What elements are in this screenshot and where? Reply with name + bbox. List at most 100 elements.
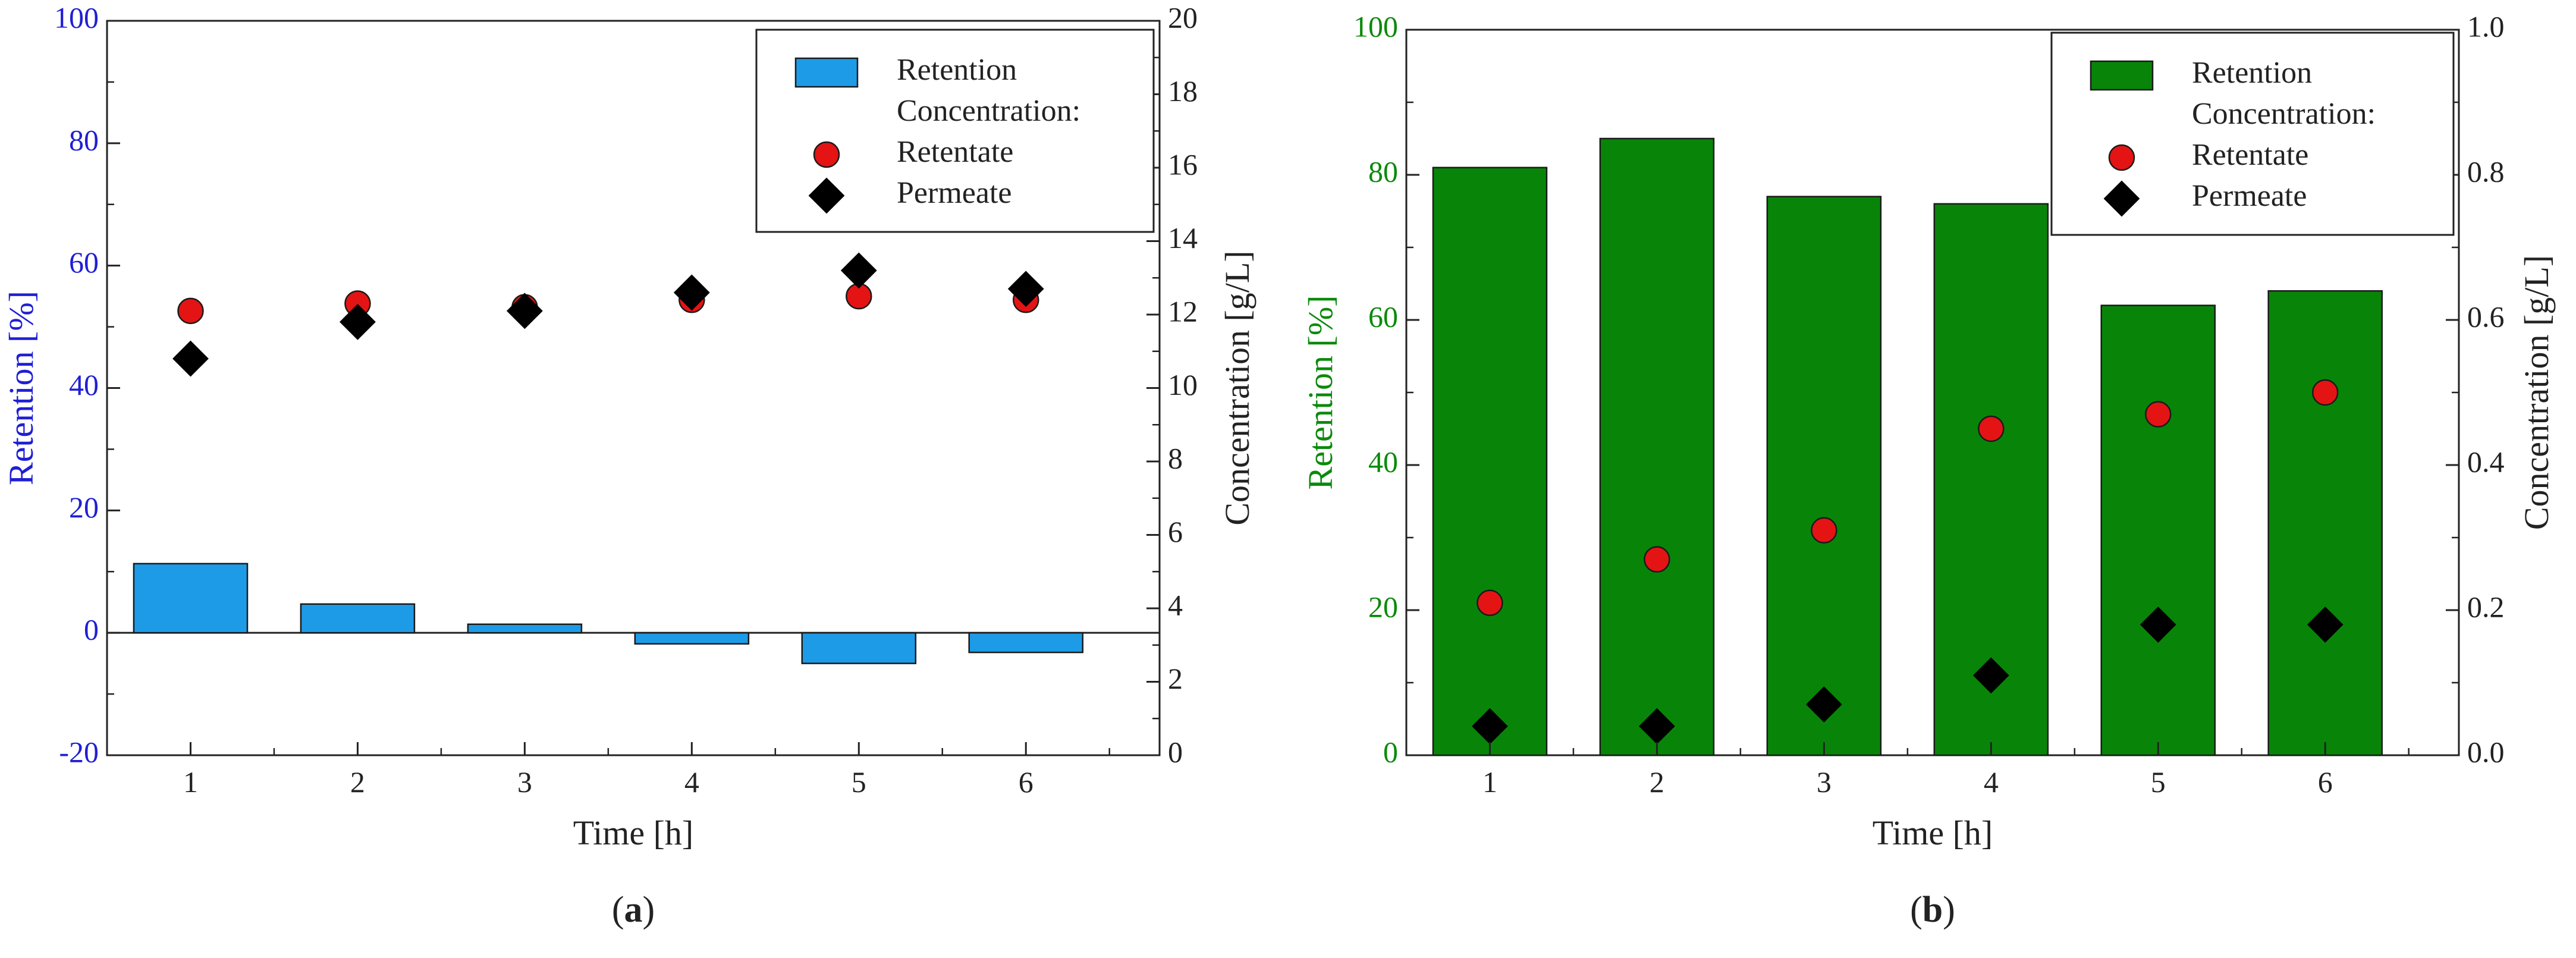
right-axis-title: Concentration [g/L]: [1218, 250, 1256, 525]
left-tick-label: 60: [69, 246, 99, 279]
retentate-point: [177, 297, 204, 325]
retentate-point: [1811, 517, 1837, 544]
retention-bar: [2100, 304, 2216, 756]
x-axis-title: Time [h]: [573, 813, 694, 852]
left-tick-label: 100: [1353, 10, 1398, 43]
right-tick-label: 8: [1168, 441, 1183, 475]
right-tick-label: 6: [1168, 515, 1183, 548]
right-tick-label: 0.8: [2467, 155, 2505, 188]
retentate-point: [1978, 415, 2005, 442]
right-tick-label: 18: [1168, 74, 1198, 108]
x-tick-label: 6: [2318, 765, 2333, 799]
retentate-point: [2145, 401, 2172, 428]
legend-permeate-symbol: [808, 177, 845, 214]
x-tick-label: 5: [2151, 765, 2166, 799]
right-tick-label: 16: [1168, 147, 1198, 181]
panel-label-letter: a: [624, 890, 643, 930]
panel-label-open: (: [612, 890, 624, 930]
permeate-point: [1805, 686, 1842, 723]
permeate-point: [506, 293, 543, 329]
right-axis-title: Concentration [g/L]: [2517, 255, 2556, 530]
right-tick-label: 1.0: [2467, 10, 2505, 43]
right-tick-label: 4: [1168, 588, 1183, 621]
legend-bar-swatch: [794, 57, 859, 88]
retention-bar: [300, 603, 416, 634]
retention-bar: [801, 632, 917, 664]
right-tick-label: 14: [1168, 221, 1198, 255]
panel-label-letter: b: [1922, 890, 1943, 930]
x-tick-label: 2: [1650, 765, 1664, 799]
left-axis-title: Retention [%]: [2, 291, 40, 485]
left-tick-label: 0: [84, 613, 99, 646]
right-tick-label: 0.0: [2467, 735, 2505, 768]
chart-panel-b: 0 20 40 60 80 100 0.0 0.2 0.4 0.6 0.8 1.0 1 2 3 4 5 6 Time…: [1301, 10, 2556, 930]
right-tick-label: 0.2: [2467, 590, 2505, 623]
x-tick-label: 1: [183, 765, 198, 799]
retention-bar: [2267, 290, 2383, 756]
legend-entry: Permeate: [897, 176, 1011, 210]
legend-entry: Retentate: [897, 135, 1013, 169]
legend-retentate-symbol: [2108, 144, 2135, 171]
x-tick-label: 4: [1984, 765, 1999, 799]
permeate-point: [840, 252, 877, 289]
permeate-point: [2307, 606, 2343, 643]
left-tick-label: -20: [59, 735, 99, 768]
x-tick-label: 2: [350, 765, 365, 799]
left-axis-title: Retention [%]: [1301, 296, 1340, 490]
left-tick-label: 60: [1368, 300, 1398, 333]
x-tick-label: 6: [1019, 765, 1033, 799]
legend-entry: Concentration:: [2192, 97, 2376, 131]
retention-bar: [634, 632, 750, 645]
legend-entry: Concentration:: [897, 94, 1080, 128]
right-tick-label: 12: [1168, 294, 1198, 328]
permeate-point: [673, 274, 710, 311]
x-axis-title: Time [h]: [1873, 813, 1993, 852]
panel-label-close: ): [1943, 890, 1955, 930]
retention-bar: [467, 623, 583, 634]
legend-entry: Retention: [897, 53, 1017, 87]
retention-bar: [1766, 196, 1882, 756]
permeate-point: [2140, 606, 2176, 643]
retentate-point: [1477, 589, 1503, 617]
left-tick-label: 40: [69, 368, 99, 401]
legend-entry: Retentate: [2192, 138, 2308, 172]
left-tick-label: 20: [1368, 590, 1398, 623]
right-tick-label: 2: [1168, 662, 1183, 695]
x-tick-label: 3: [1817, 765, 1832, 799]
right-tick-label: 10: [1168, 368, 1198, 401]
retention-bar: [1432, 167, 1548, 756]
panel-label: (b): [1910, 890, 1955, 930]
x-tick-label: 4: [684, 765, 699, 799]
panel-label: (a): [612, 890, 655, 930]
right-tick-label: 0: [1168, 735, 1183, 768]
retention-bar: [133, 563, 249, 634]
left-tick-label: 20: [69, 491, 99, 524]
permeate-point: [1972, 657, 2009, 694]
legend: Retention Concentration: Retentate Permeate: [755, 29, 1155, 233]
retentate-point: [2311, 379, 2339, 406]
panel-label-open: (: [1910, 890, 1922, 930]
retention-bar: [1599, 137, 1715, 756]
panel-label-close: ): [643, 890, 655, 930]
permeate-point: [340, 303, 376, 340]
legend-retentate-symbol: [813, 141, 840, 168]
x-tick-label: 3: [517, 765, 532, 799]
left-tick-label: 80: [1368, 155, 1398, 188]
right-tick-label: 0.6: [2467, 300, 2505, 333]
x-tick-label: 5: [852, 765, 866, 799]
retention-bar: [968, 632, 1084, 654]
retentate-point: [1644, 546, 1670, 573]
x-tick-label: 1: [1482, 765, 1497, 799]
right-tick-label: 0.4: [2467, 445, 2505, 478]
permeate-point: [172, 340, 209, 377]
legend-bar-swatch: [2090, 60, 2154, 91]
legend-permeate-symbol: [2103, 180, 2140, 217]
legend-entry: Permeate: [2192, 179, 2307, 213]
left-tick-label: 100: [54, 1, 99, 34]
left-tick-label: 40: [1368, 445, 1398, 478]
left-tick-label: 80: [69, 123, 99, 156]
permeate-point: [1007, 271, 1044, 307]
left-tick-label: 0: [1383, 735, 1398, 768]
